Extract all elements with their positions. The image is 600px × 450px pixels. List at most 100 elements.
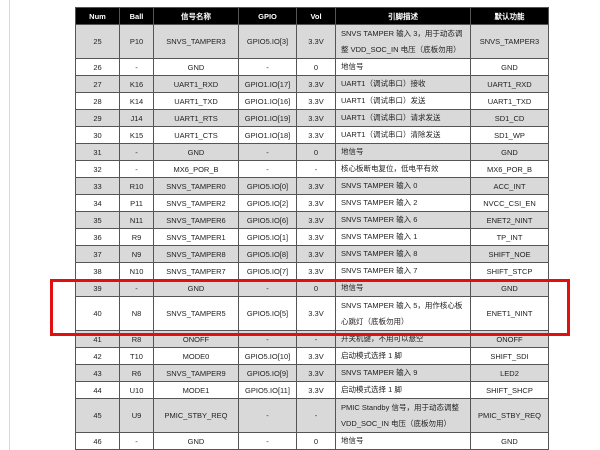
table-row: 42 T10 MODE0 GPIO5.IO[10] 3.3V 启动模式选择 1 脚 SHIF… [75,347,549,365]
table-cell: SNVS TAMPER 输入 2 [335,194,471,212]
table-cell: 3.3V [296,211,336,229]
table-cell: SNVS_TAMPER3 [153,24,239,59]
table-cell: K14 [119,92,154,110]
table-cell: 地信号 [335,58,471,76]
table-cell: 0 [296,143,336,161]
table-cell: MODE0 [153,347,239,365]
table-cell: GPIO1.IO[19] [238,109,297,127]
table-cell: GPIO5.IO[7] [238,262,297,280]
table-cell: MX6_POR_B [153,160,239,178]
table-cell: MODE1 [153,381,239,399]
table-row: 27 K16 UART1_RXD GPIO1.IO[17] 3.3V UART1（调试串口… [75,75,549,93]
table-cell: UART1_RXD [470,75,549,93]
table-cell: 43 [75,364,120,382]
table-cell: U10 [119,381,154,399]
table-cell: 27 [75,75,120,93]
table-cell: 45 [75,398,120,433]
table-cell: 3.3V [296,75,336,93]
table-cell: SNVS TAMPER 输入 1 [335,228,471,246]
table-cell: 3.3V [296,381,336,399]
table-cell: 46 [75,432,120,450]
table-cell: K16 [119,75,154,93]
table-cell: UART1（调试串口）请求发送 [335,109,471,127]
table-cell: 30 [75,126,120,144]
table-cell: SNVS_TAMPER1 [153,228,239,246]
table-row: 34 P11 SNVS_TAMPER2 GPIO5.IO[2] 3.3V SNVS TAM… [75,194,549,212]
table-row: 30 K15 UART1_CTS GPIO1.IO[18] 3.3V UART1（调试串口… [75,126,549,144]
table-cell: GPIO5.IO[8] [238,245,297,263]
table-cell: 3.3V [296,245,336,263]
table-cell: SD1_CD [470,109,549,127]
table-cell: 0 [296,58,336,76]
table-cell: UART1_CTS [153,126,239,144]
table-cell: 3.3V [296,194,336,212]
table-cell: SNVS TAMPER 输入 7 [335,262,471,280]
table-row: 44 U10 MODE1 GPIO5.IO[11] 3.3V 启动模式选择 1 脚 SHIF… [75,381,549,399]
table-cell: SNVS TAMPER 输入 8 [335,245,471,263]
table-cell: GND [153,58,239,76]
table-cell: P11 [119,194,154,212]
table-cell: SNVS_TAMPER0 [153,177,239,195]
table-cell: 3.3V [296,262,336,280]
table-cell: SNVS TAMPER 输入 0 [335,177,471,195]
table-cell: GPIO5.IO[10] [238,347,297,365]
table-cell: 33 [75,177,120,195]
table-cell: J14 [119,109,154,127]
table-cell: GND [153,432,239,450]
table-cell: 3.3V [296,347,336,365]
table-cell: 29 [75,109,120,127]
table-cell: - [119,432,154,450]
highlight-box [50,279,570,336]
table-cell: SNVS_TAMPER7 [153,262,239,280]
table-cell: R9 [119,228,154,246]
table-cell: 39 [75,279,120,297]
table-cell: UART1_RXD [153,75,239,93]
column-header: 信号名称 [153,7,239,25]
pin-table: Num Ball 信号名称 GPIO Vol 引脚描述 默认功能 25 P10 SNVS_TAM… [75,7,549,450]
table-row: 40 N8 SNVS_TAMPER5 GPIO5.IO[5] 3.3V SNVS TAMP… [75,296,549,331]
table-cell: 37 [75,245,120,263]
table-cell: - [238,398,297,433]
table-row: 26- GND -0 地信号 GND [75,58,549,76]
table-cell: 26 [75,58,120,76]
table-cell: 地信号 [335,143,471,161]
table-cell: - [119,143,154,161]
table-cell: R10 [119,177,154,195]
table-cell: PMIC_STBY_REQ [153,398,239,433]
table-cell: UART1_TXD [470,92,549,110]
table-cell: ACC_INT [470,177,549,195]
table-cell: UART1（调试串口）清除发送 [335,126,471,144]
table-cell: K15 [119,126,154,144]
table-cell: GND [153,143,239,161]
table-cell: GPIO1.IO[17] [238,75,297,93]
table-cell: N10 [119,262,154,280]
table-cell: T10 [119,347,154,365]
table-cell: GPIO5.IO[1] [238,228,297,246]
table-row: 28 K14 UART1_TXD GPIO1.IO[16] 3.3V UART1（调试串口… [75,92,549,110]
table-cell: GPIO1.IO[18] [238,126,297,144]
table-row: 33 R10 SNVS_TAMPER0 GPIO5.IO[0] 3.3V SNVS TAM… [75,177,549,195]
table-cell: 35 [75,211,120,229]
table-cell: GPIO5.IO[3] [238,24,297,59]
table-cell: SNVS_TAMPER2 [153,194,239,212]
table-cell: GND [470,58,549,76]
table-cell: 3.3V [296,296,336,331]
table-cell: 3.3V [296,126,336,144]
table-cell: 32 [75,160,120,178]
page-edge [9,0,10,450]
table-cell: 3.3V [296,177,336,195]
table-cell: - [238,143,297,161]
table-row: 31- GND -0 地信号 GND [75,143,549,161]
table-cell: GND [470,432,549,450]
table-cell: UART1（调试串口）发送 [335,92,471,110]
table-cell: P10 [119,24,154,59]
table-cell: - [238,58,297,76]
table-cell: GPIO5.IO[2] [238,194,297,212]
table-cell: N11 [119,211,154,229]
table-cell: SNVS_TAMPER6 [153,211,239,229]
table-cell: TP_INT [470,228,549,246]
table-cell: LED2 [470,364,549,382]
table-cell: - [119,279,154,297]
table-cell: SHIFT_NOE [470,245,549,263]
table-cell: 3.3V [296,92,336,110]
